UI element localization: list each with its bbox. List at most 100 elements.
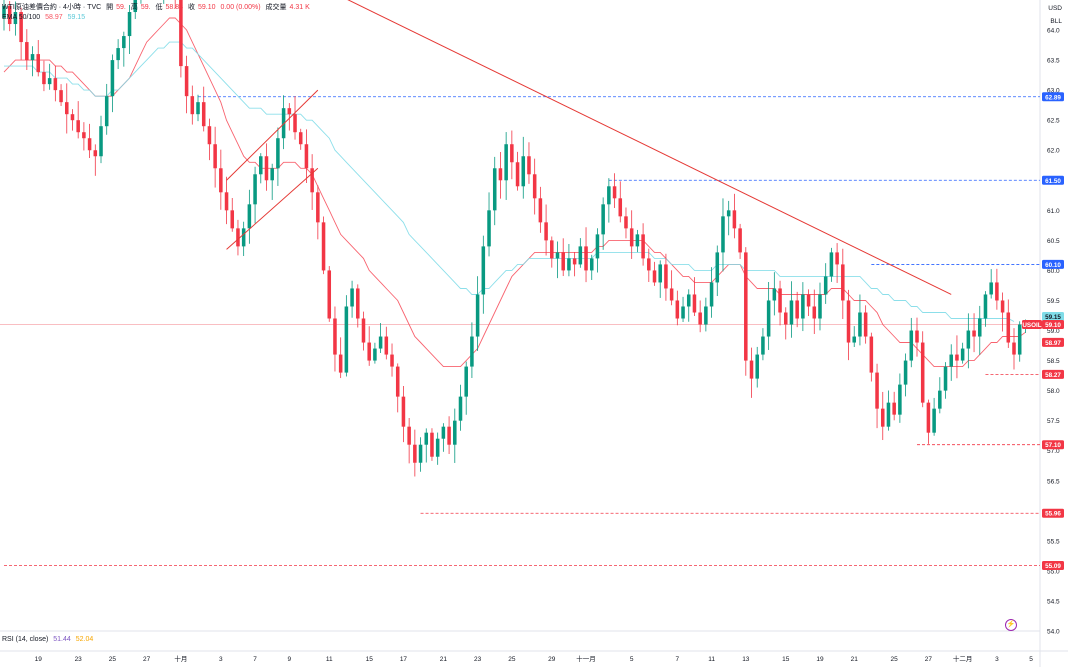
candle-body[interactable] [253, 174, 257, 205]
candle-body[interactable] [293, 114, 297, 133]
candle-body[interactable] [738, 228, 742, 253]
candle-body[interactable] [972, 330, 976, 337]
candle-body[interactable] [316, 192, 320, 223]
candle-body[interactable] [572, 258, 577, 265]
candle-body[interactable] [487, 210, 491, 247]
candle-body[interactable] [378, 336, 383, 349]
level-price-tag[interactable] [1042, 560, 1064, 570]
candle-body[interactable] [943, 366, 948, 391]
candle-body[interactable] [658, 264, 662, 283]
candle-body[interactable] [669, 288, 674, 301]
candle-body[interactable] [938, 390, 942, 409]
candle-body[interactable] [515, 162, 520, 187]
candle-body[interactable] [110, 60, 115, 97]
rsi-label[interactable]: RSI (14, close) [2, 636, 49, 643]
candle-body[interactable] [475, 294, 480, 337]
level-price-tag[interactable] [1042, 175, 1064, 185]
candle-body[interactable] [635, 234, 640, 247]
candle-body[interactable] [920, 342, 925, 403]
candle-body[interactable] [664, 264, 668, 289]
candle-body[interactable] [977, 318, 982, 337]
candle-body[interactable] [709, 282, 714, 307]
candle-body[interactable] [395, 366, 400, 397]
candle-body[interactable] [424, 432, 429, 445]
candle-body[interactable] [196, 102, 200, 115]
candle-body[interactable] [298, 132, 303, 145]
candle-body[interactable] [755, 354, 759, 379]
current-price-tag[interactable] [1042, 320, 1064, 330]
candle-body[interactable] [230, 210, 235, 229]
candle-body[interactable] [641, 234, 645, 259]
candle-body[interactable] [1000, 300, 1005, 313]
candle-body[interactable] [618, 198, 623, 217]
candle-body[interactable] [960, 348, 965, 361]
trendline[interactable] [226, 89, 319, 181]
candle-body[interactable] [823, 276, 828, 295]
candle-body[interactable] [852, 336, 856, 343]
candle-body[interactable] [550, 240, 554, 259]
level-price-tag[interactable] [1042, 259, 1064, 269]
candle-body[interactable] [87, 138, 92, 151]
candle-body[interactable] [903, 360, 908, 385]
current-price-tag[interactable] [1022, 320, 1042, 330]
candle-body[interactable] [30, 54, 35, 61]
candle-body[interactable] [190, 96, 195, 115]
current-price-tag[interactable] [1042, 312, 1064, 322]
candle-body[interactable] [652, 270, 657, 283]
candle-body[interactable] [829, 252, 834, 277]
candle-body[interactable] [224, 192, 229, 211]
candle-body[interactable] [338, 354, 343, 373]
candle-body[interactable] [276, 138, 280, 169]
candle-body[interactable] [453, 420, 457, 445]
candle-body[interactable] [447, 426, 451, 445]
candle-body[interactable] [1012, 342, 1016, 355]
candle-body[interactable] [892, 402, 896, 415]
candle-body[interactable] [584, 246, 588, 271]
candle-body[interactable] [778, 288, 782, 313]
candle-body[interactable] [361, 318, 366, 343]
candle-body[interactable] [418, 444, 423, 463]
candle-body[interactable] [99, 126, 103, 157]
ema50-line[interactable] [3, 17, 1026, 368]
candle-body[interactable] [2, 6, 6, 19]
candle-body[interactable] [841, 264, 845, 301]
currency-label[interactable]: USD [1048, 5, 1062, 12]
candle-body[interactable] [116, 48, 120, 61]
candle-body[interactable] [806, 294, 811, 307]
trendline[interactable] [4, 0, 952, 295]
candle-body[interactable] [390, 354, 394, 367]
candle-body[interactable] [772, 288, 777, 301]
candle-body[interactable] [304, 144, 309, 169]
trendline[interactable] [226, 167, 319, 250]
candle-body[interactable] [13, 12, 18, 25]
candle-body[interactable] [675, 300, 680, 319]
candle-body[interactable] [356, 288, 360, 319]
candle-body[interactable] [213, 144, 217, 169]
candle-body[interactable] [344, 306, 349, 373]
candle-body[interactable] [207, 126, 212, 145]
candle-body[interactable] [19, 12, 23, 43]
candle-body[interactable] [595, 234, 600, 259]
candle-body[interactable] [607, 186, 611, 205]
candle-body[interactable] [247, 204, 252, 229]
candle-body[interactable] [966, 330, 971, 349]
candle-body[interactable] [681, 306, 685, 319]
candle-body[interactable] [692, 294, 697, 313]
candle-body[interactable] [25, 42, 29, 61]
candle-body[interactable] [481, 246, 486, 295]
candle-body[interactable] [589, 258, 594, 271]
candle-body[interactable] [647, 258, 651, 271]
candle-body[interactable] [413, 444, 417, 463]
candle-body[interactable] [624, 216, 628, 229]
candle-body[interactable] [744, 252, 748, 361]
candle-body[interactable] [259, 156, 263, 175]
candle-body[interactable] [287, 108, 292, 115]
candle-body[interactable] [726, 210, 731, 217]
candle-body[interactable] [47, 78, 52, 85]
candle-body[interactable] [127, 12, 132, 37]
candle-body[interactable] [732, 210, 737, 229]
candle-body[interactable] [492, 168, 497, 211]
candle-body[interactable] [333, 318, 337, 355]
